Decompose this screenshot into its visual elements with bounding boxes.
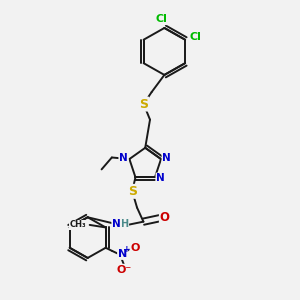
Text: O: O — [130, 243, 140, 253]
Text: +: + — [123, 244, 131, 253]
Text: S: S — [139, 98, 148, 110]
Text: N: N — [162, 153, 171, 163]
Text: N: N — [118, 249, 127, 259]
Text: N: N — [112, 219, 121, 229]
Text: O⁻: O⁻ — [117, 265, 132, 275]
Text: N: N — [156, 173, 165, 184]
Text: CH₃: CH₃ — [70, 220, 86, 230]
Text: Cl: Cl — [155, 14, 167, 24]
Text: Cl: Cl — [189, 32, 201, 42]
Text: O: O — [160, 212, 170, 224]
Text: H: H — [120, 219, 128, 229]
Text: N: N — [119, 153, 128, 163]
Text: S: S — [128, 185, 137, 198]
